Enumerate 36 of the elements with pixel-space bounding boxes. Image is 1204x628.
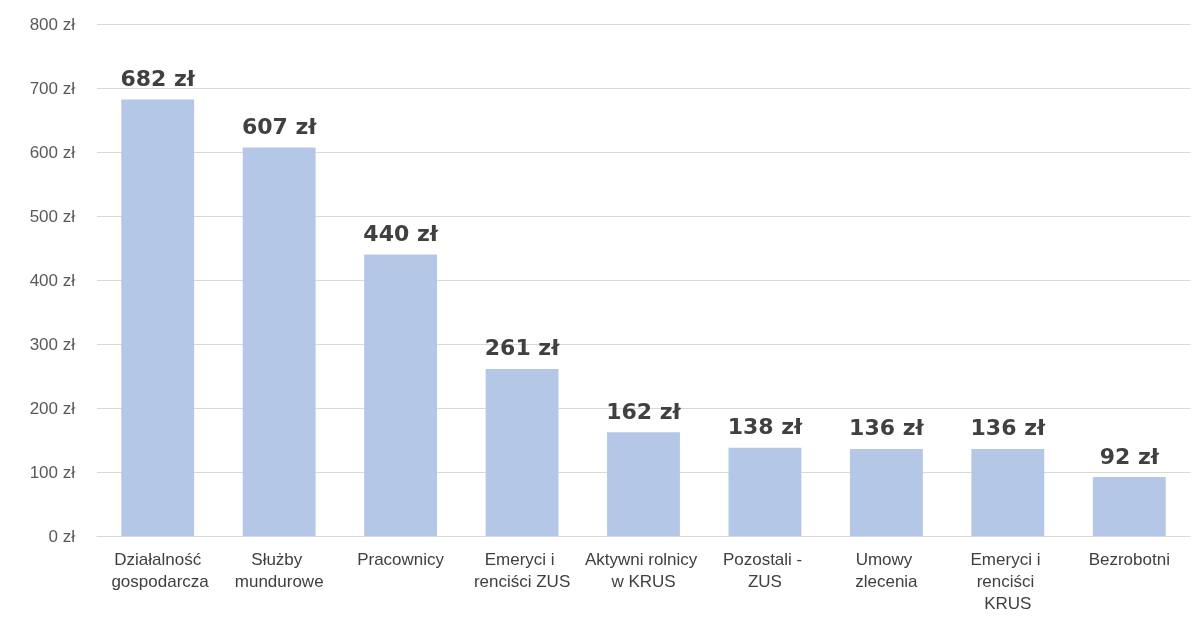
data-label: 138 zł [727,414,804,440]
x-tick-label: Emeryci i renciści ZUS [473,549,571,591]
y-tick-label: 800 zł [29,14,76,34]
data-label: 261 zł [484,335,561,361]
y-tick-label: 700 zł [29,78,76,98]
data-label: 607 zł [241,114,318,140]
bar [242,147,316,536]
x-tick-label: Pracownicy [357,549,445,569]
data-label: 136 zł [970,415,1046,441]
x-tick-label: Aktywni rolnicy w KRUS [584,549,703,591]
x-tick-label: Służby mundurowe [234,549,324,591]
data-label: 440 zł [363,220,439,246]
y-tick-label: 100 zł [29,462,76,482]
y-tick-label: 400 zł [29,270,76,290]
bar [121,99,195,536]
bar [971,448,1045,536]
data-label: 136 zł [849,415,925,441]
data-label: 162 zł [606,398,682,424]
y-tick-label: 0 zł [48,526,76,546]
x-tick-label: Pozostali - ZUS [722,549,807,591]
bar [849,448,923,536]
y-tick-label: 300 zł [29,334,76,354]
bar [728,447,802,536]
x-tick-label: Działalność gospodarcza [106,549,210,591]
x-tick-label: Bezrobotni [1088,549,1170,569]
bar [1092,477,1166,536]
data-label: 682 zł [120,66,196,92]
x-tick-label: Emeryci i renciści KRUS [970,549,1046,613]
x-tick-label: Umowy zlecenia [855,549,919,591]
bar [607,432,680,536]
bar [364,254,438,536]
data-label: 92 zł [1099,443,1160,469]
y-tick-label: 500 zł [29,206,76,226]
y-tick-label: 200 zł [29,398,76,418]
bar [485,368,559,536]
y-tick-label: 600 zł [29,142,76,162]
